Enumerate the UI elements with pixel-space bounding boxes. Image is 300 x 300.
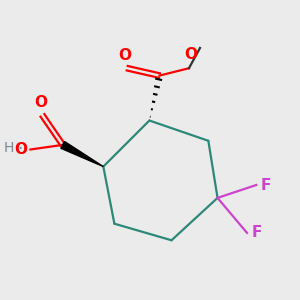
Text: F: F bbox=[261, 178, 271, 193]
Text: ·: · bbox=[17, 140, 22, 158]
Text: O: O bbox=[184, 47, 197, 62]
Text: F: F bbox=[252, 225, 262, 240]
Polygon shape bbox=[61, 142, 103, 167]
Text: O: O bbox=[14, 142, 27, 157]
Text: H: H bbox=[4, 141, 14, 154]
Text: O: O bbox=[118, 48, 131, 63]
Text: O: O bbox=[34, 95, 47, 110]
